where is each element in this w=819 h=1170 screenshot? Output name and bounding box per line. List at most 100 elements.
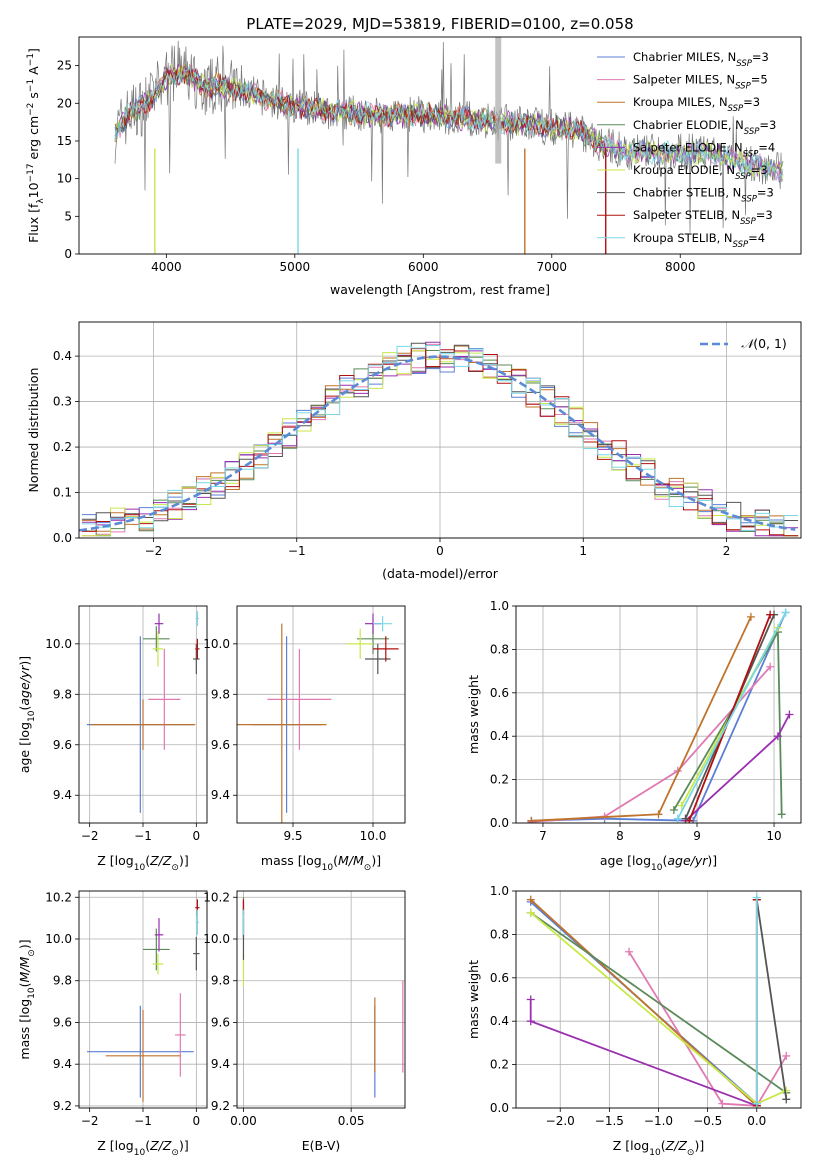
weight-marker: [782, 1095, 791, 1104]
y-tick-label: 0.8: [490, 642, 509, 656]
weight-marker: [782, 1051, 791, 1060]
mass_vs_Z-panel: −2 −1 0 9.2 9.4 9.6 9.8 10.0 10.2 Z [log10(Z/Z⊙)]…: [17, 890, 208, 1158]
axes-frame: [515, 890, 802, 1109]
x-axis-label: Z [log10(Z/Z⊙)]: [97, 1138, 188, 1158]
x-tick-label: 0.00: [230, 1114, 257, 1128]
x-tick-label: −2: [145, 544, 163, 558]
x-tick-label: 2: [723, 544, 731, 558]
y-tick-label: 10.2: [45, 890, 72, 904]
axes-frame: [78, 890, 208, 1109]
legend-label: Kroupa STELIB, NSSP=4: [633, 231, 765, 250]
spectrum-model-5: [114, 64, 784, 179]
y-tick-label: 0.8: [490, 927, 509, 941]
x-tick-label: 7000: [536, 260, 567, 274]
weight-marker: [527, 816, 536, 823]
x-tick-label: 8000: [665, 260, 696, 274]
y-tick-label: 9.8: [211, 687, 230, 701]
weight-marker: [673, 814, 682, 823]
weight-marker: [777, 810, 786, 819]
normal-curve: [79, 355, 796, 532]
x-tick-label: 6000: [408, 260, 439, 274]
weight-marker: [766, 610, 775, 619]
legend-label: Salpeter STELIB, NSSP=3: [633, 208, 773, 227]
x-tick-label: 0: [436, 544, 444, 558]
spectrum-lines: [114, 37, 784, 254]
x-tick-label: 9: [693, 829, 701, 843]
y-axis-label: age [log10(age/yr)]: [17, 656, 37, 773]
axes-frame: [236, 890, 406, 1109]
age_vs_mass-panel: 9.5 10.0 9.4 9.6 9.8 10.0 mass [log10(M/M⊙)]: [203, 605, 406, 873]
weight-marker: [766, 662, 775, 671]
weight_vs_Z-panel: −2.0 −1.5 −1.0 −0.5 0.0 0.0 0.2 0.4 0.6 0.8 1.0 Z […: [466, 884, 802, 1158]
x-tick-label: 0: [193, 829, 201, 843]
y-axis-label: Flux [fλ10−17 erg cm−2 s−1 A−1]: [26, 48, 46, 243]
weight-line-8: [677, 612, 787, 820]
y-tick-label: 10.0: [203, 932, 230, 946]
y-tick-label: 0.0: [53, 531, 72, 545]
x-tick-label: 5000: [280, 260, 311, 274]
axes-frame: [515, 605, 802, 824]
axes-frame: [78, 36, 802, 255]
weight-marker: [685, 816, 694, 823]
y-tick-label: 0: [64, 247, 72, 261]
y-axis-label: mass [log10(M/M⊙)]: [17, 939, 37, 1059]
y-tick-label: 0.6: [490, 686, 509, 700]
axes-frame: [78, 321, 802, 539]
histogram-lines: [79, 341, 799, 537]
x-tick-label: −1.0: [644, 1114, 673, 1128]
age_vs_Z-panel: −2 −1 0 9.4 9.6 9.8 10.0 Z [log10(Z/Z⊙)] age [lo…: [17, 605, 208, 873]
y-tick-label: 1.0: [490, 884, 509, 898]
weight-marker: [526, 995, 535, 1004]
weight-marker: [526, 1017, 535, 1026]
y-tick-label: 9.2: [211, 1099, 230, 1113]
mass_vs_ebv-panel: 0.00 0.05 9.2 9.4 9.6 9.8 10.0 10.2 E(B-V): [203, 890, 406, 1153]
spectrum-model-6: [114, 67, 607, 156]
weight-line-1: [531, 666, 771, 823]
y-tick-label: 0.3: [53, 395, 72, 409]
x-tick-label: 0.0: [747, 1114, 766, 1128]
x-tick-label: 9.5: [283, 829, 302, 843]
y-tick-label: 9.8: [211, 974, 230, 988]
x-tick-label: −2.0: [546, 1114, 575, 1128]
x-tick-label: −1: [134, 1114, 152, 1128]
y-tick-label: 0.0: [490, 1101, 509, 1115]
y-tick-label: 1.0: [490, 599, 509, 613]
y-axis-label: mass weight: [466, 960, 481, 1039]
x-axis-label: Z [log10(Z/Z⊙)]: [613, 1138, 704, 1158]
weight-marker: [746, 612, 755, 621]
x-tick-label: 4000: [151, 260, 182, 274]
histogram-series-7: [81, 348, 799, 537]
y-tick-label: 10.0: [45, 932, 72, 946]
y-tick-label: 0.2: [490, 1058, 509, 1072]
weight-lines: [527, 608, 794, 823]
weight-marker: [625, 947, 634, 956]
weight-marker: [526, 895, 535, 904]
y-tick-label: 9.4: [53, 1057, 72, 1071]
weight-marker: [752, 1099, 761, 1108]
x-tick-label: −2: [81, 1114, 99, 1128]
errorbars: [87, 899, 200, 1102]
x-axis-label: mass [log10(M/M⊙)]: [261, 853, 381, 873]
legend-label: Kroupa MILES, NSSP=3: [633, 95, 760, 114]
errorbars: [237, 613, 399, 823]
legend-label: 𝒩(0, 1): [741, 336, 787, 351]
spectrum-model-8: [114, 64, 784, 180]
residuals-panel: −2 −1 0 1 2 0.0 0.1 0.2 0.3 0.4 𝒩(0, 1) (data-model…: [26, 321, 802, 581]
x-tick-label: −1: [134, 829, 152, 843]
emission-line-mask: [495, 37, 502, 164]
x-tick-label: −1: [288, 544, 306, 558]
weight-line-6: [755, 899, 788, 1100]
weight-marker: [785, 710, 794, 719]
y-tick-label: 0.4: [53, 349, 72, 363]
weight-line-0: [531, 612, 787, 822]
y-tick-label: 20: [57, 96, 72, 110]
legend-label: Kroupa ELODIE, NSSP=3: [633, 163, 768, 182]
y-tick-label: 10: [57, 172, 72, 186]
y-tick-label: 9.4: [211, 788, 230, 802]
weight-marker: [526, 908, 535, 917]
y-tick-label: 9.2: [53, 1099, 72, 1113]
x-tick-label: 7: [539, 829, 547, 843]
x-tick-label: 10: [766, 829, 781, 843]
errorbars: [87, 611, 200, 813]
y-tick-label: 9.8: [53, 974, 72, 988]
